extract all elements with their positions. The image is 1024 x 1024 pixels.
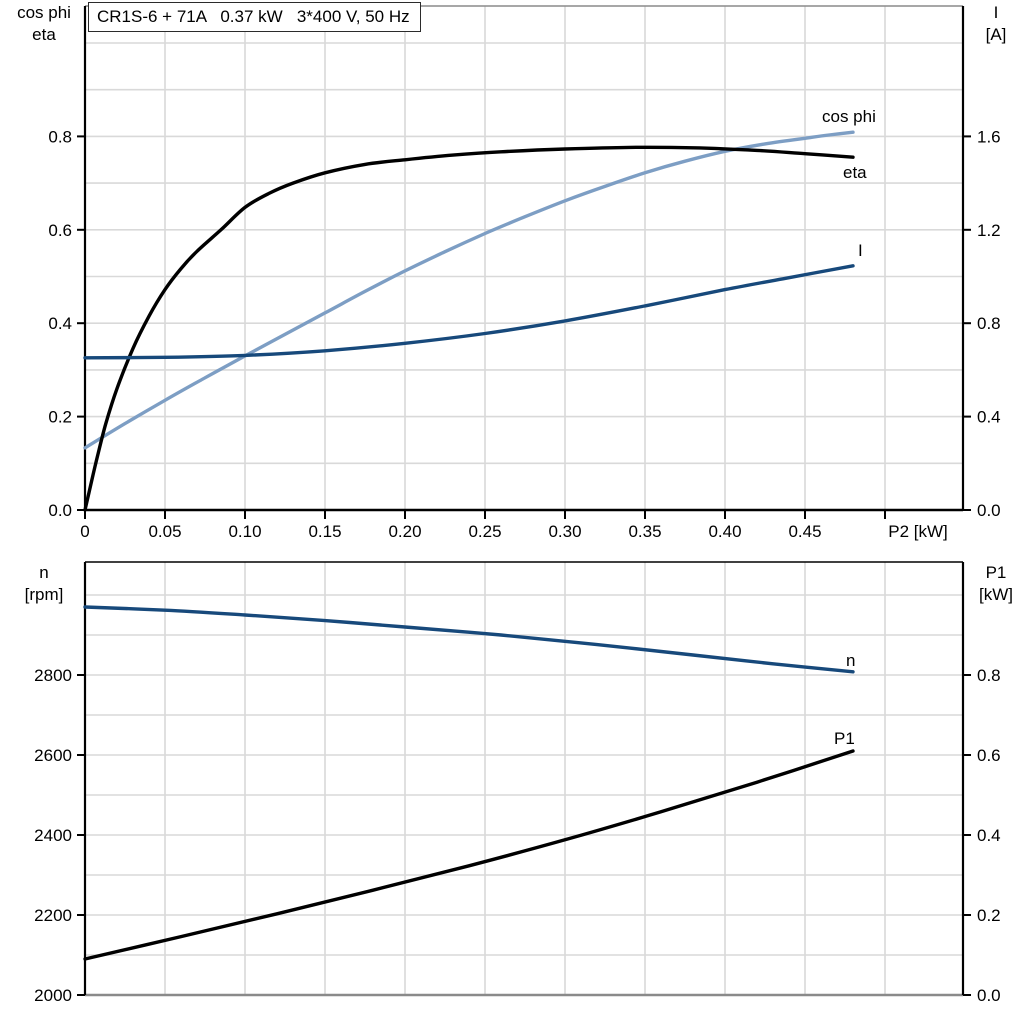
left-tick-label: 2800 (34, 666, 72, 685)
right-tick-label: 0.8 (977, 666, 1001, 685)
left-tick-label: 2200 (34, 906, 72, 925)
right-tick-label: 0.8 (977, 314, 1001, 333)
bottom-right-axis-title: P1 [kW] (970, 562, 1022, 606)
axis-title-eta: eta (32, 25, 56, 44)
x-tick-label: 0 (80, 522, 89, 541)
x-tick-label: 0.25 (468, 522, 501, 541)
n-curve (83, 605, 855, 674)
top-right-axis-title: I [A] (970, 2, 1022, 46)
x-tick-label: 0.20 (388, 522, 421, 541)
chart-title: CR1S-6 + 71A 0.37 kW 3*400 V, 50 Hz (97, 7, 410, 26)
P1-curve-label: P1 (834, 729, 855, 748)
axis-title-current: I (993, 3, 999, 22)
axis-title-p1: P1 (985, 563, 1007, 582)
left-tick-label: 0.6 (48, 221, 72, 240)
left-tick-label: 0.2 (48, 408, 72, 427)
gridlines-chart-1 (85, 562, 963, 995)
n-curve-label: n (846, 651, 855, 670)
chart-title-box: CR1S-6 + 71A 0.37 kW 3*400 V, 50 Hz (88, 2, 421, 32)
right-tick-label: 0.6 (977, 746, 1001, 765)
left-tick-label: 2400 (34, 826, 72, 845)
left-tick-label: 0.4 (48, 314, 72, 333)
x-tick-label: 0.30 (548, 522, 581, 541)
right-tick-label: 1.2 (977, 221, 1001, 240)
x-axis-unit-label: P2 [kW] (888, 522, 948, 541)
left-tick-label: 2000 (34, 986, 72, 1005)
right-tick-label: 0.4 (977, 408, 1001, 427)
axis-title-p1-unit: [kW] (979, 585, 1013, 604)
cos-phi-curve-label: cos phi (822, 107, 876, 126)
eta-curve (83, 145, 855, 512)
right-tick-label: 0.0 (977, 501, 1001, 520)
x-tick-label: 0.10 (228, 522, 261, 541)
x-tick-label: 0.40 (708, 522, 741, 541)
axis-title-current-unit: [A] (985, 25, 1007, 44)
x-tick-label: 0.15 (308, 522, 341, 541)
I-curve (83, 264, 855, 360)
right-tick-label: 0.4 (977, 826, 1001, 845)
I-curve-label: I (858, 241, 863, 260)
eta-curve-label: eta (843, 163, 867, 182)
left-tick-label: 0.0 (48, 501, 72, 520)
x-tick-label: 0.45 (788, 522, 821, 541)
x-tick-label: 0.05 (148, 522, 181, 541)
right-tick-label: 0.0 (977, 986, 1001, 1005)
left-tick-label: 0.8 (48, 127, 72, 146)
gridlines-chart-0 (85, 6, 963, 510)
right-tick-label: 1.6 (977, 127, 1001, 146)
top-left-axis-title: cos phi eta (6, 2, 82, 46)
axis-title-speed: n (39, 563, 49, 582)
right-tick-label: 0.2 (977, 906, 1001, 925)
bottom-left-axis-title: n [rpm] (6, 562, 82, 606)
axis-title-cos-phi: cos phi (17, 3, 71, 22)
cos-phi-curve (83, 130, 855, 450)
left-tick-label: 2600 (34, 746, 72, 765)
x-tick-label: 0.35 (628, 522, 661, 541)
P1-curve (83, 749, 855, 961)
axis-title-speed-unit: [rpm] (24, 585, 64, 604)
